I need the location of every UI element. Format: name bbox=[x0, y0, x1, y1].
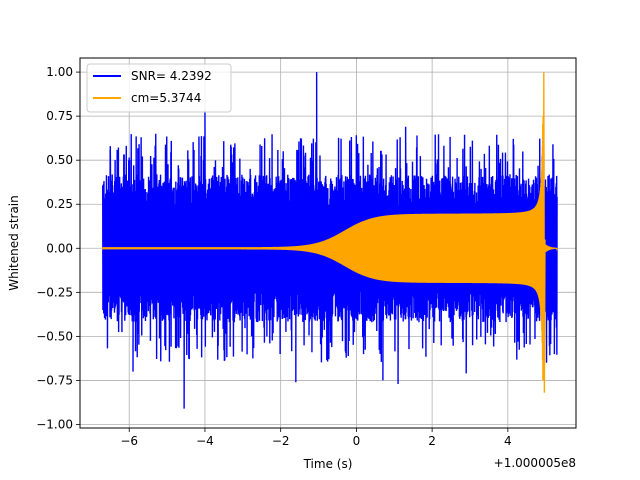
y-tick-label: −0.75 bbox=[36, 373, 73, 387]
y-tick-label: 1.00 bbox=[46, 65, 73, 79]
x-tick-label: −4 bbox=[196, 434, 214, 448]
legend-label-cm: cm=5.3744 bbox=[131, 91, 201, 105]
x-ticks: −6 −4 −2 0 2 4 bbox=[120, 428, 512, 448]
x-tick-label: 0 bbox=[353, 434, 361, 448]
legend-frame bbox=[86, 63, 232, 113]
x-offset-label: +1.000005e8 bbox=[494, 456, 576, 470]
y-tick-label: −0.25 bbox=[36, 285, 73, 299]
y-tick-label: 0.00 bbox=[46, 241, 73, 255]
y-tick-label: 0.75 bbox=[46, 109, 73, 123]
x-tick-label: 4 bbox=[504, 434, 512, 448]
axes-frame bbox=[79, 57, 577, 429]
x-tick-label: 2 bbox=[428, 434, 436, 448]
plot-area bbox=[102, 72, 558, 409]
y-tick-label: −1.00 bbox=[36, 417, 73, 431]
y-ticks: −1.00 −0.75 −0.50 −0.25 0.00 0.25 0.50 0.75 1.00 bbox=[36, 65, 80, 431]
y-tick-label: 0.25 bbox=[46, 197, 73, 211]
y-axis-label: Whitened strain bbox=[7, 195, 21, 291]
legend: SNR= 4.2392 cm=5.3744 bbox=[86, 63, 232, 113]
series-layer bbox=[102, 72, 558, 409]
y-tick-label: 0.50 bbox=[46, 153, 73, 167]
x-tick-label: −2 bbox=[272, 434, 290, 448]
series-cm-line bbox=[102, 72, 558, 393]
x-tick-label: −6 bbox=[120, 434, 138, 448]
y-tick-label: −0.50 bbox=[36, 329, 73, 343]
legend-label-snr: SNR= 4.2392 bbox=[131, 69, 212, 83]
x-axis-label: Time (s) bbox=[303, 457, 353, 471]
